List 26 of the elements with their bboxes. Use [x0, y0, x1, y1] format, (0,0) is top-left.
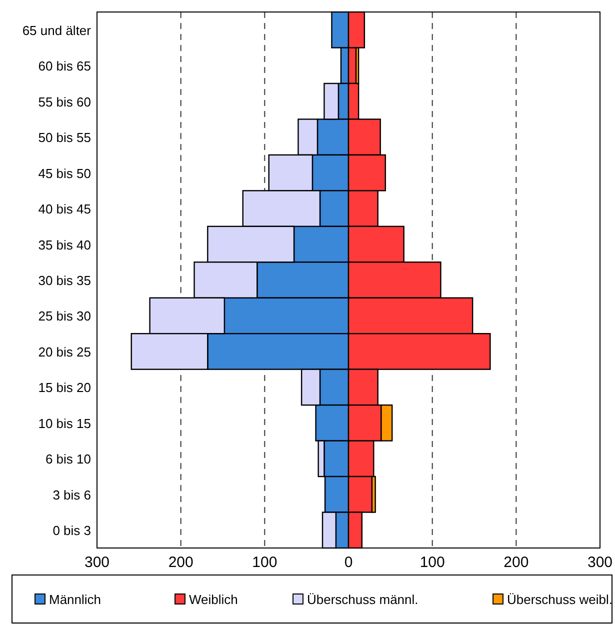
x-tick-label: 300 — [84, 554, 110, 571]
x-tick-label: 200 — [504, 554, 529, 571]
x-tick-label: 0 — [344, 554, 353, 571]
legend-label: Weiblich — [189, 592, 238, 607]
y-tick-label: 3 bis 6 — [52, 487, 91, 502]
legend-label: Überschuss weibl. — [507, 592, 612, 607]
y-tick-label: 30 bis 35 — [38, 273, 91, 288]
x-tick-label: 100 — [420, 554, 445, 571]
y-tick-label: 55 bis 60 — [38, 94, 91, 110]
y-tick-label: 65 und älter — [22, 22, 92, 38]
y-tick-label: 40 bis 45 — [38, 202, 91, 217]
x-tick-label: 300 — [587, 554, 613, 571]
legend-label: Männlich — [49, 592, 102, 607]
y-tick-label: 35 bis 40 — [38, 237, 91, 252]
y-tick-label: 15 bis 20 — [38, 380, 91, 396]
y-tick-label: 50 bis 55 — [38, 130, 91, 146]
x-tick-label: 100 — [252, 554, 278, 571]
y-tick-label: 60 bis 65 — [38, 58, 91, 74]
y-tick-label: 45 bis 50 — [38, 166, 91, 181]
y-tick-label: 6 bis 10 — [45, 452, 91, 467]
legend-label: Überschuss männl. — [307, 592, 418, 607]
y-tick-label: 10 bis 15 — [38, 416, 91, 431]
y-tick-label: 0 bis 3 — [52, 523, 91, 538]
x-tick-label: 200 — [168, 554, 194, 571]
y-tick-label: 25 bis 30 — [38, 308, 91, 324]
y-tick-label: 20 bis 25 — [38, 344, 91, 360]
